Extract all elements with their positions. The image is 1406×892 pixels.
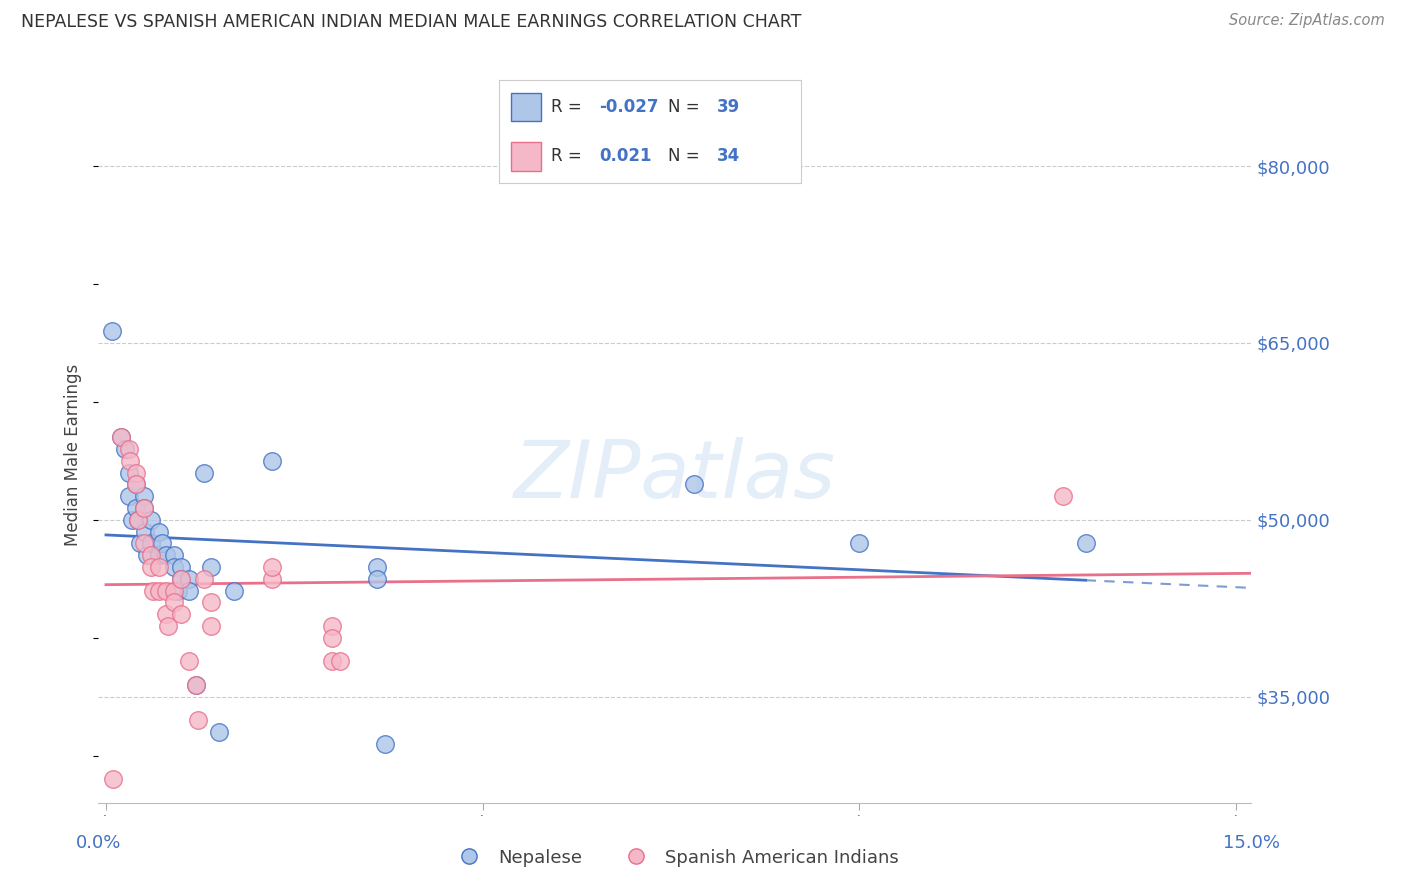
- Point: [200, 560, 222, 574]
- Point: [163, 548, 186, 562]
- Point: [682, 477, 704, 491]
- Text: Source: ZipAtlas.com: Source: ZipAtlas.com: [1229, 13, 1385, 29]
- Point: [141, 560, 163, 574]
- Point: [374, 737, 396, 751]
- Point: [141, 513, 163, 527]
- Point: [125, 477, 148, 491]
- Point: [132, 500, 155, 515]
- Point: [260, 560, 283, 574]
- Point: [156, 619, 179, 633]
- Bar: [512, 93, 541, 121]
- Point: [132, 489, 155, 503]
- Point: [110, 430, 132, 444]
- Point: [321, 654, 343, 668]
- Text: 15.0%: 15.0%: [1223, 834, 1279, 852]
- Text: NEPALESE VS SPANISH AMERICAN INDIAN MEDIAN MALE EARNINGS CORRELATION CHART: NEPALESE VS SPANISH AMERICAN INDIAN MEDI…: [21, 13, 801, 31]
- Point: [125, 477, 148, 491]
- Point: [208, 725, 231, 739]
- Point: [136, 548, 159, 562]
- Point: [177, 572, 200, 586]
- Point: [101, 324, 124, 338]
- Text: -0.027: -0.027: [599, 98, 658, 116]
- Point: [200, 595, 222, 609]
- Bar: [512, 142, 541, 170]
- Point: [222, 583, 245, 598]
- Point: [148, 524, 170, 539]
- Point: [128, 536, 150, 550]
- Point: [170, 560, 193, 574]
- Point: [155, 607, 177, 621]
- Point: [260, 572, 283, 586]
- Point: [117, 489, 139, 503]
- Point: [127, 513, 149, 527]
- Point: [1074, 536, 1097, 550]
- Point: [177, 654, 200, 668]
- Point: [155, 548, 177, 562]
- Text: ZIPatlas: ZIPatlas: [513, 437, 837, 515]
- Point: [125, 466, 148, 480]
- Point: [127, 513, 149, 527]
- Point: [848, 536, 870, 550]
- Point: [141, 548, 163, 562]
- Point: [200, 619, 222, 633]
- Text: R =: R =: [551, 98, 586, 116]
- Y-axis label: Median Male Earnings: Median Male Earnings: [65, 364, 83, 546]
- Point: [1052, 489, 1074, 503]
- Point: [134, 524, 156, 539]
- Point: [366, 560, 388, 574]
- Point: [148, 548, 170, 562]
- Text: 39: 39: [717, 98, 740, 116]
- Point: [114, 442, 136, 456]
- Point: [117, 442, 139, 456]
- Point: [117, 466, 139, 480]
- Point: [193, 572, 215, 586]
- Point: [163, 595, 186, 609]
- Point: [260, 454, 283, 468]
- Point: [121, 513, 143, 527]
- Text: 0.0%: 0.0%: [76, 834, 121, 852]
- Text: 34: 34: [717, 147, 740, 165]
- Point: [187, 713, 209, 727]
- Text: N =: N =: [668, 98, 706, 116]
- Text: N =: N =: [668, 147, 706, 165]
- Point: [163, 560, 186, 574]
- Point: [166, 583, 188, 598]
- Point: [186, 678, 208, 692]
- Point: [110, 430, 132, 444]
- Point: [132, 500, 155, 515]
- Point: [321, 631, 343, 645]
- Point: [148, 560, 170, 574]
- Point: [103, 772, 125, 787]
- Point: [152, 536, 174, 550]
- Point: [125, 500, 148, 515]
- Text: 0.021: 0.021: [599, 147, 651, 165]
- Point: [321, 619, 343, 633]
- Point: [170, 607, 193, 621]
- Text: R =: R =: [551, 147, 586, 165]
- Point: [186, 678, 208, 692]
- Point: [329, 654, 352, 668]
- Point: [193, 466, 215, 480]
- Point: [132, 536, 155, 550]
- Point: [148, 583, 170, 598]
- Point: [141, 536, 163, 550]
- Point: [120, 454, 142, 468]
- Point: [366, 572, 388, 586]
- Point: [170, 572, 193, 586]
- Point: [155, 583, 177, 598]
- Point: [142, 583, 165, 598]
- Point: [170, 572, 193, 586]
- Legend: Nepalese, Spanish American Indians: Nepalese, Spanish American Indians: [444, 841, 905, 874]
- Point: [163, 583, 186, 598]
- Point: [177, 583, 200, 598]
